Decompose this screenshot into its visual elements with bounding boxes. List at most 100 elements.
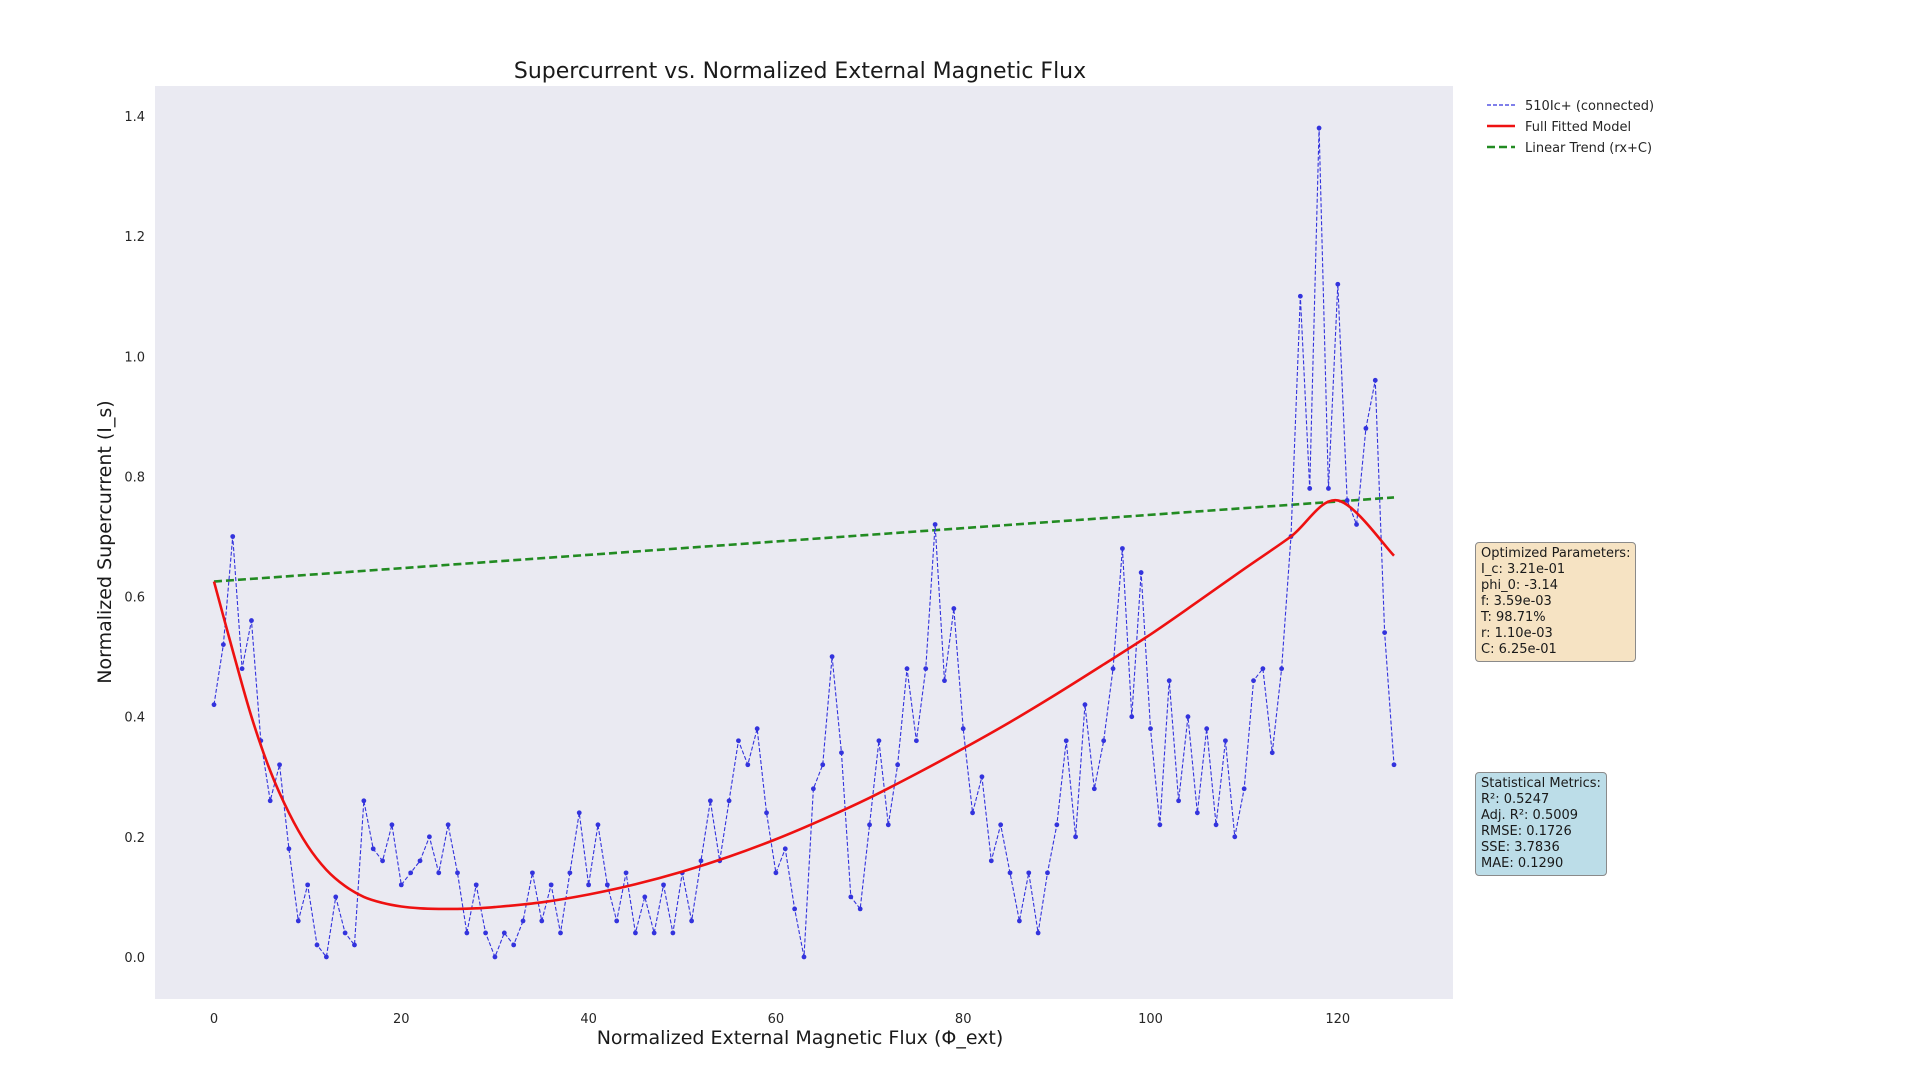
data-point xyxy=(1129,714,1135,720)
data-point xyxy=(1166,678,1172,684)
data-point xyxy=(333,894,339,900)
data-point xyxy=(511,942,517,948)
data-point xyxy=(305,882,311,888)
data-point xyxy=(942,678,947,684)
statistical-metrics-box: Statistical Metrics: R²: 0.5247 Adj. R²:… xyxy=(1475,772,1607,876)
data-point xyxy=(839,750,844,756)
data-point xyxy=(623,870,629,876)
data-point xyxy=(539,918,545,924)
data-point xyxy=(455,870,460,876)
data-point xyxy=(1204,726,1210,732)
data-point xyxy=(361,798,367,804)
stats-line: Statistical Metrics: xyxy=(1481,776,1601,791)
data-point xyxy=(1045,870,1050,876)
data-point xyxy=(1232,834,1238,840)
data-point xyxy=(726,798,732,804)
data-point xyxy=(323,954,329,960)
legend: 510Ic+ (connected) Full Fitted Model Lin… xyxy=(1487,99,1654,156)
data-point xyxy=(1194,810,1200,816)
data-point xyxy=(745,762,751,768)
chart-title: Supercurrent vs. Normalized External Mag… xyxy=(514,59,1086,84)
y-tick-label: 0.0 xyxy=(124,951,145,966)
data-point xyxy=(801,954,807,960)
data-point xyxy=(595,822,601,828)
data-point xyxy=(1054,822,1060,828)
y-tick-label: 0.4 xyxy=(124,711,145,726)
data-point xyxy=(501,930,507,936)
data-point xyxy=(782,846,788,852)
stats-line: R²: 0.5247 xyxy=(1481,792,1550,807)
data-point xyxy=(1354,522,1359,527)
data-point xyxy=(698,858,704,864)
data-point xyxy=(1073,834,1078,840)
data-point xyxy=(277,762,282,768)
data-point xyxy=(1016,918,1022,924)
legend-label-trend: Linear Trend (rx+C) xyxy=(1525,141,1652,156)
data-point xyxy=(1326,486,1331,491)
data-point xyxy=(960,726,966,732)
data-point xyxy=(913,738,919,744)
data-point xyxy=(661,882,666,888)
params-line: C: 6.25e-01 xyxy=(1481,642,1557,657)
data-point xyxy=(492,954,498,960)
data-point xyxy=(1391,762,1397,768)
series-line-fitted-model xyxy=(212,499,1395,911)
x-tick-label: 120 xyxy=(1325,1012,1350,1027)
data-point xyxy=(1138,570,1144,575)
data-point xyxy=(1260,666,1266,672)
data-point xyxy=(445,822,451,828)
data-point xyxy=(885,822,891,828)
series-layer xyxy=(211,125,1397,960)
data-point xyxy=(586,882,592,888)
data-point xyxy=(1120,546,1125,551)
data-point xyxy=(267,798,273,804)
data-point xyxy=(1316,125,1322,131)
data-point xyxy=(473,882,479,888)
data-point xyxy=(1176,798,1182,804)
data-point xyxy=(1213,822,1219,828)
data-point xyxy=(876,738,882,744)
data-point xyxy=(1344,498,1350,503)
optimized-parameters-box: Optimized Parameters: I_c: 3.21e-01 phi_… xyxy=(1475,542,1637,662)
data-point xyxy=(1382,630,1388,635)
ticks-layer: 0 20 40 60 80 100 120 0.0 0.2 0.4 0.6 0.8 1.0 1.2 1.4 xyxy=(124,110,1350,1027)
params-line: I_c: 3.21e-01 xyxy=(1481,562,1566,577)
data-point xyxy=(1110,666,1116,672)
x-tick-label: 80 xyxy=(955,1012,972,1027)
data-point xyxy=(1157,822,1163,828)
data-point xyxy=(754,726,760,732)
data-point xyxy=(1007,870,1013,876)
data-point xyxy=(295,918,301,924)
data-point xyxy=(764,810,769,816)
data-point xyxy=(398,882,404,888)
data-point xyxy=(1335,281,1341,287)
stats-line: SSE: 3.7836 xyxy=(1481,840,1560,855)
data-point xyxy=(904,666,910,672)
data-point xyxy=(370,846,376,852)
data-point xyxy=(1091,786,1097,792)
data-point xyxy=(1223,738,1228,744)
y-tick-label: 0.2 xyxy=(124,831,145,846)
stats-line: MAE: 0.1290 xyxy=(1481,856,1564,871)
params-line: phi_0: -3.14 xyxy=(1481,578,1559,593)
data-point xyxy=(857,906,863,912)
y-tick-label: 1.0 xyxy=(124,350,145,365)
data-point xyxy=(314,942,320,948)
data-point xyxy=(1307,486,1313,491)
params-line: T: 98.71% xyxy=(1481,610,1546,625)
data-point xyxy=(998,822,1004,828)
data-point xyxy=(417,858,423,864)
data-point xyxy=(773,870,779,876)
stats-line: RMSE: 0.1726 xyxy=(1481,824,1572,839)
data-point xyxy=(239,666,245,672)
data-point xyxy=(988,858,994,864)
data-point xyxy=(567,870,573,876)
y-tick-label: 1.2 xyxy=(124,230,145,245)
x-tick-label: 20 xyxy=(393,1012,410,1027)
data-point xyxy=(483,930,488,936)
data-point xyxy=(520,918,526,924)
data-point xyxy=(932,522,938,527)
y-axis-label: Normalized Supercurrent (I_s) xyxy=(94,400,116,683)
data-point xyxy=(220,642,226,648)
